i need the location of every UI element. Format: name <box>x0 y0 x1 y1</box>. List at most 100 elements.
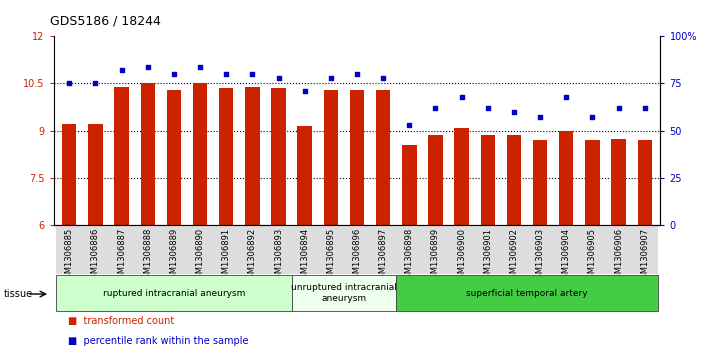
Point <box>90 81 101 86</box>
Point <box>403 122 415 128</box>
Point <box>273 75 284 81</box>
Bar <box>638 140 652 225</box>
Text: GDS5186 / 18244: GDS5186 / 18244 <box>50 15 161 28</box>
Bar <box>89 125 103 225</box>
Bar <box>559 131 573 225</box>
Text: GSM1306891: GSM1306891 <box>222 228 231 284</box>
Text: GSM1306895: GSM1306895 <box>326 228 336 284</box>
Bar <box>141 83 155 225</box>
Bar <box>135 225 161 274</box>
FancyBboxPatch shape <box>291 275 396 311</box>
Bar <box>114 87 129 225</box>
Point <box>482 105 493 111</box>
Point <box>116 68 127 73</box>
Bar <box>448 225 475 274</box>
Point <box>169 71 180 77</box>
Point <box>246 71 258 77</box>
Bar <box>611 139 625 225</box>
Bar <box>62 125 76 225</box>
Bar <box>291 225 318 274</box>
Bar <box>370 225 396 274</box>
Bar <box>245 87 260 225</box>
Bar <box>481 135 495 225</box>
Text: GSM1306886: GSM1306886 <box>91 228 100 284</box>
Bar <box>298 126 312 225</box>
Text: GSM1306899: GSM1306899 <box>431 228 440 284</box>
Bar <box>475 225 501 274</box>
Bar <box>350 90 364 225</box>
Bar <box>507 135 521 225</box>
Text: GSM1306896: GSM1306896 <box>353 228 361 284</box>
Bar <box>553 225 579 274</box>
Bar <box>271 88 286 225</box>
Text: GSM1306897: GSM1306897 <box>378 228 388 284</box>
Text: GSM1306898: GSM1306898 <box>405 228 414 284</box>
Text: GSM1306885: GSM1306885 <box>65 228 74 284</box>
Bar <box>585 140 600 225</box>
Text: GSM1306905: GSM1306905 <box>588 228 597 284</box>
Point <box>64 81 75 86</box>
Text: GSM1306892: GSM1306892 <box>248 228 257 284</box>
Text: GSM1306894: GSM1306894 <box>300 228 309 284</box>
Text: GSM1306890: GSM1306890 <box>196 228 204 284</box>
Point <box>142 64 154 69</box>
Text: ruptured intracranial aneurysm: ruptured intracranial aneurysm <box>103 289 245 298</box>
Text: GSM1306901: GSM1306901 <box>483 228 492 284</box>
FancyBboxPatch shape <box>396 275 658 311</box>
Point <box>378 75 389 81</box>
Bar <box>605 225 632 274</box>
Bar <box>219 88 233 225</box>
Text: GSM1306902: GSM1306902 <box>510 228 518 284</box>
Bar <box>161 225 187 274</box>
Bar <box>376 90 391 225</box>
Bar <box>533 140 548 225</box>
Text: GSM1306903: GSM1306903 <box>536 228 545 284</box>
Point <box>221 71 232 77</box>
Text: ■  transformed count: ■ transformed count <box>68 316 174 326</box>
Point <box>508 109 520 115</box>
Text: GSM1306887: GSM1306887 <box>117 228 126 284</box>
Bar <box>239 225 266 274</box>
Point <box>430 105 441 111</box>
Text: GSM1306900: GSM1306900 <box>457 228 466 284</box>
Text: ■  percentile rank within the sample: ■ percentile rank within the sample <box>68 336 248 346</box>
Bar <box>579 225 605 274</box>
Text: GSM1306888: GSM1306888 <box>144 228 152 284</box>
Bar <box>454 127 469 225</box>
Bar <box>193 83 207 225</box>
Bar <box>428 135 443 225</box>
Bar <box>501 225 527 274</box>
Text: tissue: tissue <box>4 289 33 299</box>
Bar <box>187 225 213 274</box>
Point <box>587 115 598 121</box>
Point <box>299 88 311 94</box>
Point <box>194 64 206 69</box>
Bar <box>82 225 109 274</box>
Bar <box>213 225 239 274</box>
Bar <box>396 225 423 274</box>
Bar <box>166 90 181 225</box>
Text: GSM1306904: GSM1306904 <box>562 228 570 284</box>
Bar <box>344 225 370 274</box>
Point <box>613 105 624 111</box>
Bar <box>527 225 553 274</box>
Bar <box>318 225 344 274</box>
Bar <box>266 225 291 274</box>
Text: GSM1306906: GSM1306906 <box>614 228 623 284</box>
Bar <box>109 225 135 274</box>
Text: GSM1306907: GSM1306907 <box>640 228 649 284</box>
Bar <box>632 225 658 274</box>
FancyBboxPatch shape <box>56 275 291 311</box>
Point <box>560 94 572 99</box>
Point <box>456 94 468 99</box>
Point <box>351 71 363 77</box>
Text: unruptured intracranial
aneurysm: unruptured intracranial aneurysm <box>291 284 397 303</box>
Bar <box>423 225 448 274</box>
Bar <box>402 145 416 225</box>
Bar <box>323 90 338 225</box>
Text: GSM1306893: GSM1306893 <box>274 228 283 284</box>
Point <box>534 115 545 121</box>
Bar <box>56 225 82 274</box>
Point <box>325 75 336 81</box>
Point <box>639 105 650 111</box>
